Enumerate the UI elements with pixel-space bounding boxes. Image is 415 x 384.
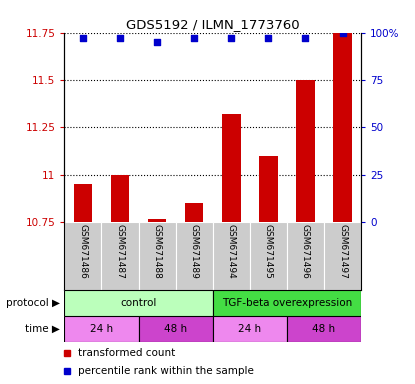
- Bar: [101, 222, 139, 290]
- Text: GSM671487: GSM671487: [115, 224, 124, 279]
- Bar: [185, 204, 203, 222]
- Point: [117, 35, 123, 41]
- Text: GSM671494: GSM671494: [227, 224, 236, 279]
- Text: transformed count: transformed count: [78, 348, 175, 358]
- Bar: [287, 222, 324, 290]
- Point: [339, 30, 346, 36]
- Bar: [324, 222, 361, 290]
- Point: [80, 35, 86, 41]
- Bar: [287, 316, 361, 342]
- Text: control: control: [120, 298, 157, 308]
- Bar: [176, 222, 213, 290]
- Bar: [111, 175, 129, 222]
- Bar: [250, 222, 287, 290]
- Text: GSM671486: GSM671486: [78, 224, 88, 279]
- Bar: [296, 80, 315, 222]
- Bar: [139, 222, 176, 290]
- Bar: [148, 218, 166, 222]
- Text: 48 h: 48 h: [164, 324, 187, 334]
- Point: [302, 35, 309, 41]
- Text: 24 h: 24 h: [90, 324, 113, 334]
- Text: GSM671495: GSM671495: [264, 224, 273, 279]
- Text: 24 h: 24 h: [238, 324, 261, 334]
- Text: GSM671496: GSM671496: [301, 224, 310, 279]
- Bar: [213, 222, 250, 290]
- Text: GSM671497: GSM671497: [338, 224, 347, 279]
- Point: [154, 39, 160, 45]
- Text: 48 h: 48 h: [312, 324, 335, 334]
- Text: GSM671489: GSM671489: [190, 224, 199, 279]
- Text: time ▶: time ▶: [25, 324, 60, 334]
- Text: TGF-beta overexpression: TGF-beta overexpression: [222, 298, 352, 308]
- Bar: [333, 33, 352, 222]
- Text: protocol ▶: protocol ▶: [6, 298, 60, 308]
- Bar: [213, 290, 361, 316]
- Point: [191, 35, 198, 41]
- Text: GSM671488: GSM671488: [153, 224, 161, 279]
- Bar: [259, 156, 278, 222]
- Title: GDS5192 / ILMN_1773760: GDS5192 / ILMN_1773760: [126, 18, 300, 31]
- Point: [228, 35, 234, 41]
- Bar: [64, 222, 101, 290]
- Bar: [222, 114, 241, 222]
- Bar: [64, 316, 139, 342]
- Point: [265, 35, 272, 41]
- Bar: [139, 316, 213, 342]
- Text: percentile rank within the sample: percentile rank within the sample: [78, 366, 254, 376]
- Bar: [64, 290, 213, 316]
- Bar: [73, 184, 92, 222]
- Bar: [213, 316, 287, 342]
